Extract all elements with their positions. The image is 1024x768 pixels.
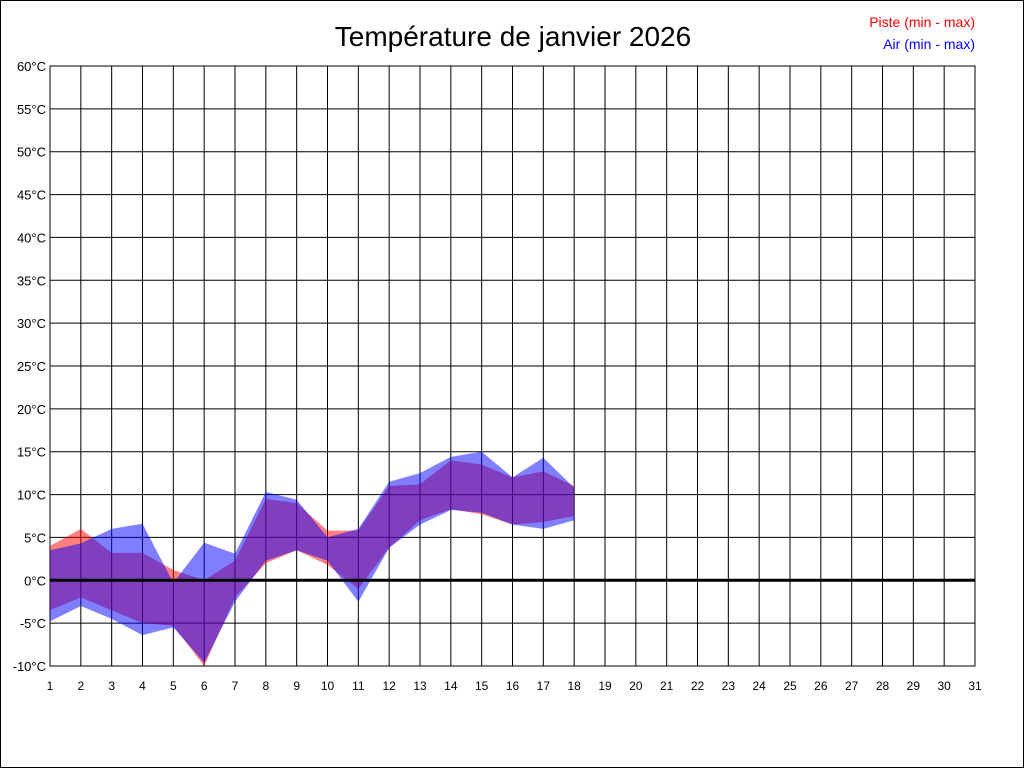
y-tick-label: 35°C [17, 273, 46, 288]
x-tick-label: 25 [783, 679, 797, 693]
x-tick-label: 10 [321, 679, 335, 693]
chart-title: Température de janvier 2026 [335, 21, 691, 52]
y-tick-label: 10°C [17, 488, 46, 503]
y-tick-label: 25°C [17, 359, 46, 374]
x-tick-label: 9 [293, 679, 300, 693]
y-tick-label: -10°C [13, 659, 46, 674]
x-tick-label: 30 [937, 679, 951, 693]
y-tick-label: -5°C [20, 616, 46, 631]
y-tick-label: 20°C [17, 402, 46, 417]
legend-entry-piste: Piste (min - max) [869, 14, 975, 30]
x-tick-label: 18 [567, 679, 581, 693]
x-tick-label: 12 [382, 679, 396, 693]
x-tick-label: 21 [660, 679, 674, 693]
x-tick-label: 27 [845, 679, 859, 693]
y-tick-label: 60°C [17, 59, 46, 74]
series-band-air [50, 451, 575, 663]
x-tick-label: 17 [537, 679, 551, 693]
x-tick-label: 19 [598, 679, 612, 693]
y-tick-label: 5°C [24, 530, 46, 545]
legend-entry-air: Air (min - max) [883, 36, 975, 52]
x-tick-label: 28 [876, 679, 890, 693]
y-tick-label: 0°C [24, 573, 46, 588]
x-tick-label: 24 [752, 679, 766, 693]
x-tick-label: 26 [814, 679, 828, 693]
band-layer [50, 451, 575, 666]
x-tick-label: 31 [968, 679, 982, 693]
x-tick-label: 14 [444, 679, 458, 693]
x-tick-label: 3 [108, 679, 115, 693]
x-tick-label: 7 [232, 679, 239, 693]
y-tick-label: 30°C [17, 316, 46, 331]
y-tick-label: 40°C [17, 230, 46, 245]
x-tick-label: 5 [170, 679, 177, 693]
x-tick-label: 15 [475, 679, 489, 693]
y-tick-label: 15°C [17, 445, 46, 460]
x-tick-label: 20 [629, 679, 643, 693]
x-tick-label: 1 [47, 679, 54, 693]
y-tick-label: 45°C [17, 188, 46, 203]
x-tick-label: 11 [352, 679, 365, 693]
y-tick-label: 55°C [17, 102, 46, 117]
x-tick-label: 22 [691, 679, 705, 693]
axis-layer: 1 2 3 4 5 6 7 8 9 10 11 12 13 14 15 16 17 18 19 20 21 22 23 24 2… [13, 59, 982, 693]
x-tick-label: 2 [77, 679, 84, 693]
x-tick-label: 23 [722, 679, 736, 693]
x-tick-label: 8 [262, 679, 269, 693]
x-tick-label: 13 [413, 679, 427, 693]
y-tick-label: 50°C [17, 145, 46, 160]
x-tick-label: 29 [907, 679, 921, 693]
x-tick-label: 16 [506, 679, 520, 693]
x-tick-label: 6 [201, 679, 208, 693]
x-tick-label: 4 [139, 679, 146, 693]
